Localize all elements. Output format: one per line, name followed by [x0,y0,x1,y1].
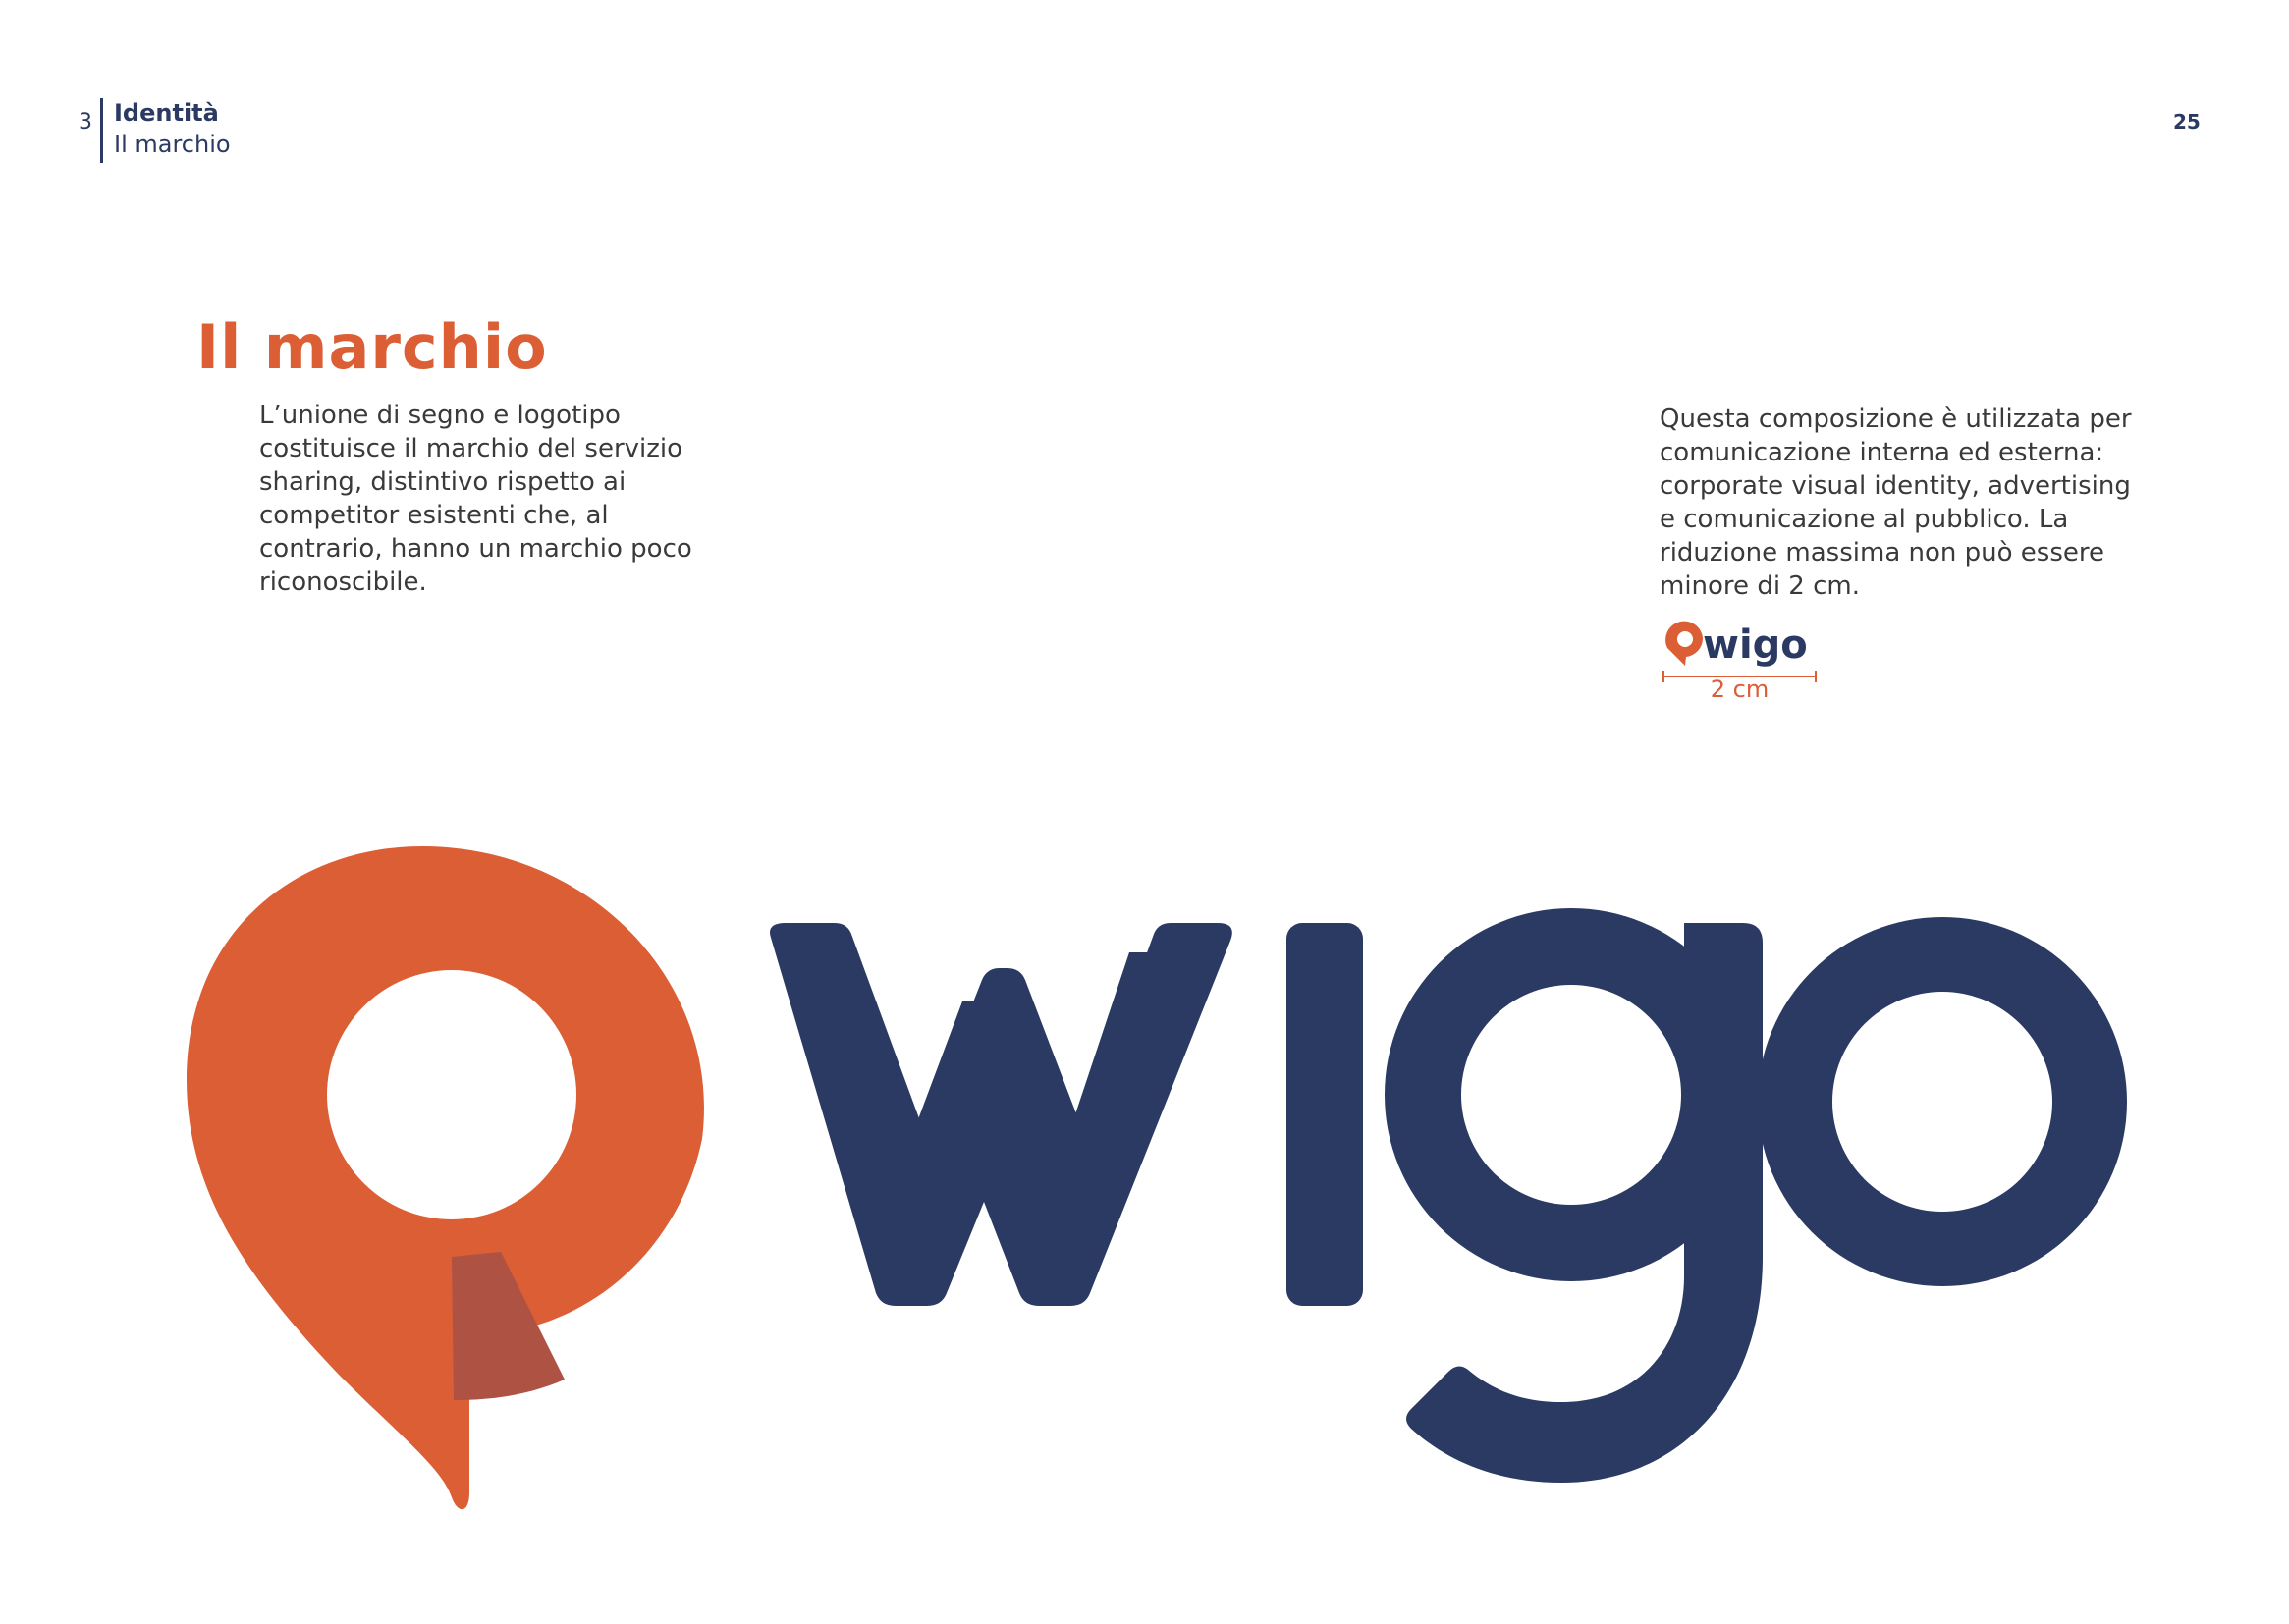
wordmark-text: wigo [147,844,150,845]
usage-line: Questa composizione è utilizzata per [1660,405,2132,434]
usage-line: riduzione massima non può essere [1660,538,2104,568]
intro-line: L’unione di segno e logotipo [259,401,621,430]
small-wigo-logo: wigo [1665,621,1808,668]
intro-line: competitor esistenti che, al [259,501,609,530]
min-size-label: 2 cm [1710,676,1770,703]
small-wordmark: wigo [1703,623,1808,668]
usage-line: e comunicazione al pubblico. La [1660,505,2069,534]
wigo-logo: wigo [147,844,2127,1510]
intro-line: riconoscibile. [259,568,427,597]
intro-line: sharing, distintivo rispetto ai [259,467,627,497]
page-number: 25 [2173,110,2201,134]
usage-line: minore di 2 cm. [1660,571,1861,601]
pin-icon [187,846,704,1510]
usage-line: comunicazione interna ed esterna: [1660,438,2104,467]
chapter-number: 3 [79,110,92,135]
header-divider [100,98,103,163]
header-section-title: Identità [114,99,219,127]
wordmark-wigo [770,908,2127,1483]
small-pin-icon [1665,621,1704,666]
page-title: Il marchio [196,311,548,383]
intro-line: contrario, hanno un marchio poco [259,534,692,564]
intro-paragraph: L’unione di segno e logotipo costituisce… [259,399,721,599]
usage-line: corporate visual identity, advertising [1660,471,2131,501]
usage-paragraph: Questa composizione è utilizzata per com… [1660,403,2151,603]
size-measure-bracket [1662,671,1817,682]
header-subsection-title: Il marchio [114,131,231,158]
intro-line: costituisce il marchio del servizio [259,434,683,463]
